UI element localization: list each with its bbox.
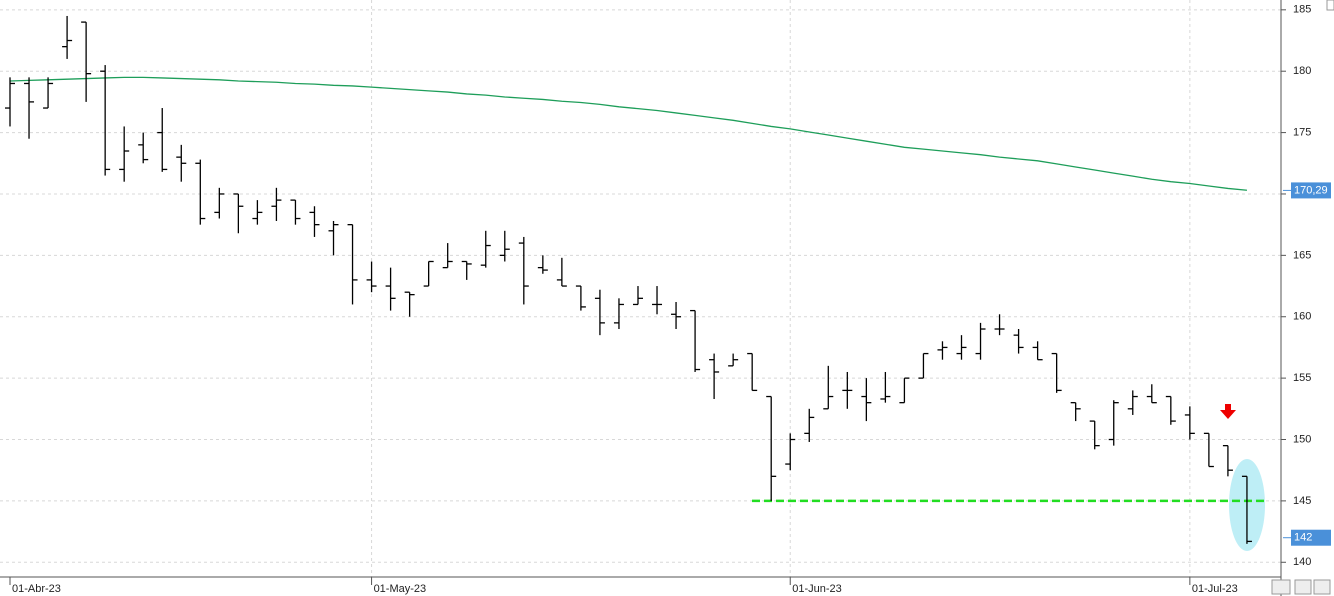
toolbar-button[interactable] [1271, 579, 1291, 595]
down-arrow [1220, 404, 1236, 419]
price-tag-label: 142 [1294, 532, 1312, 544]
save-button[interactable] [1294, 579, 1312, 595]
y-tick-label: 140 [1293, 556, 1311, 568]
y-tick-label: 185 [1293, 4, 1311, 16]
y-tick-label: 155 [1293, 372, 1311, 384]
y-tick-label: 150 [1293, 433, 1311, 445]
y-tick-label: 160 [1293, 311, 1311, 323]
settings-button[interactable] [1313, 579, 1331, 595]
y-tick-label: 145 [1293, 495, 1311, 507]
x-tick-label: 01-May-23 [374, 583, 427, 595]
price-tag [1291, 182, 1331, 199]
x-tick-label: 01-Abr-23 [12, 583, 61, 595]
moving-average-line [9, 76, 1248, 191]
scroll-button[interactable] [1326, 0, 1334, 11]
x-tick-label: 01-Jun-23 [792, 583, 842, 595]
y-tick-label: 180 [1293, 65, 1311, 77]
price-tag [1291, 529, 1331, 546]
y-tick-label: 165 [1293, 249, 1311, 261]
y-tick-label: 175 [1293, 126, 1311, 138]
x-tick-label: 01-Jul-23 [1192, 583, 1238, 595]
price-tag-label: 170,29 [1294, 184, 1328, 196]
